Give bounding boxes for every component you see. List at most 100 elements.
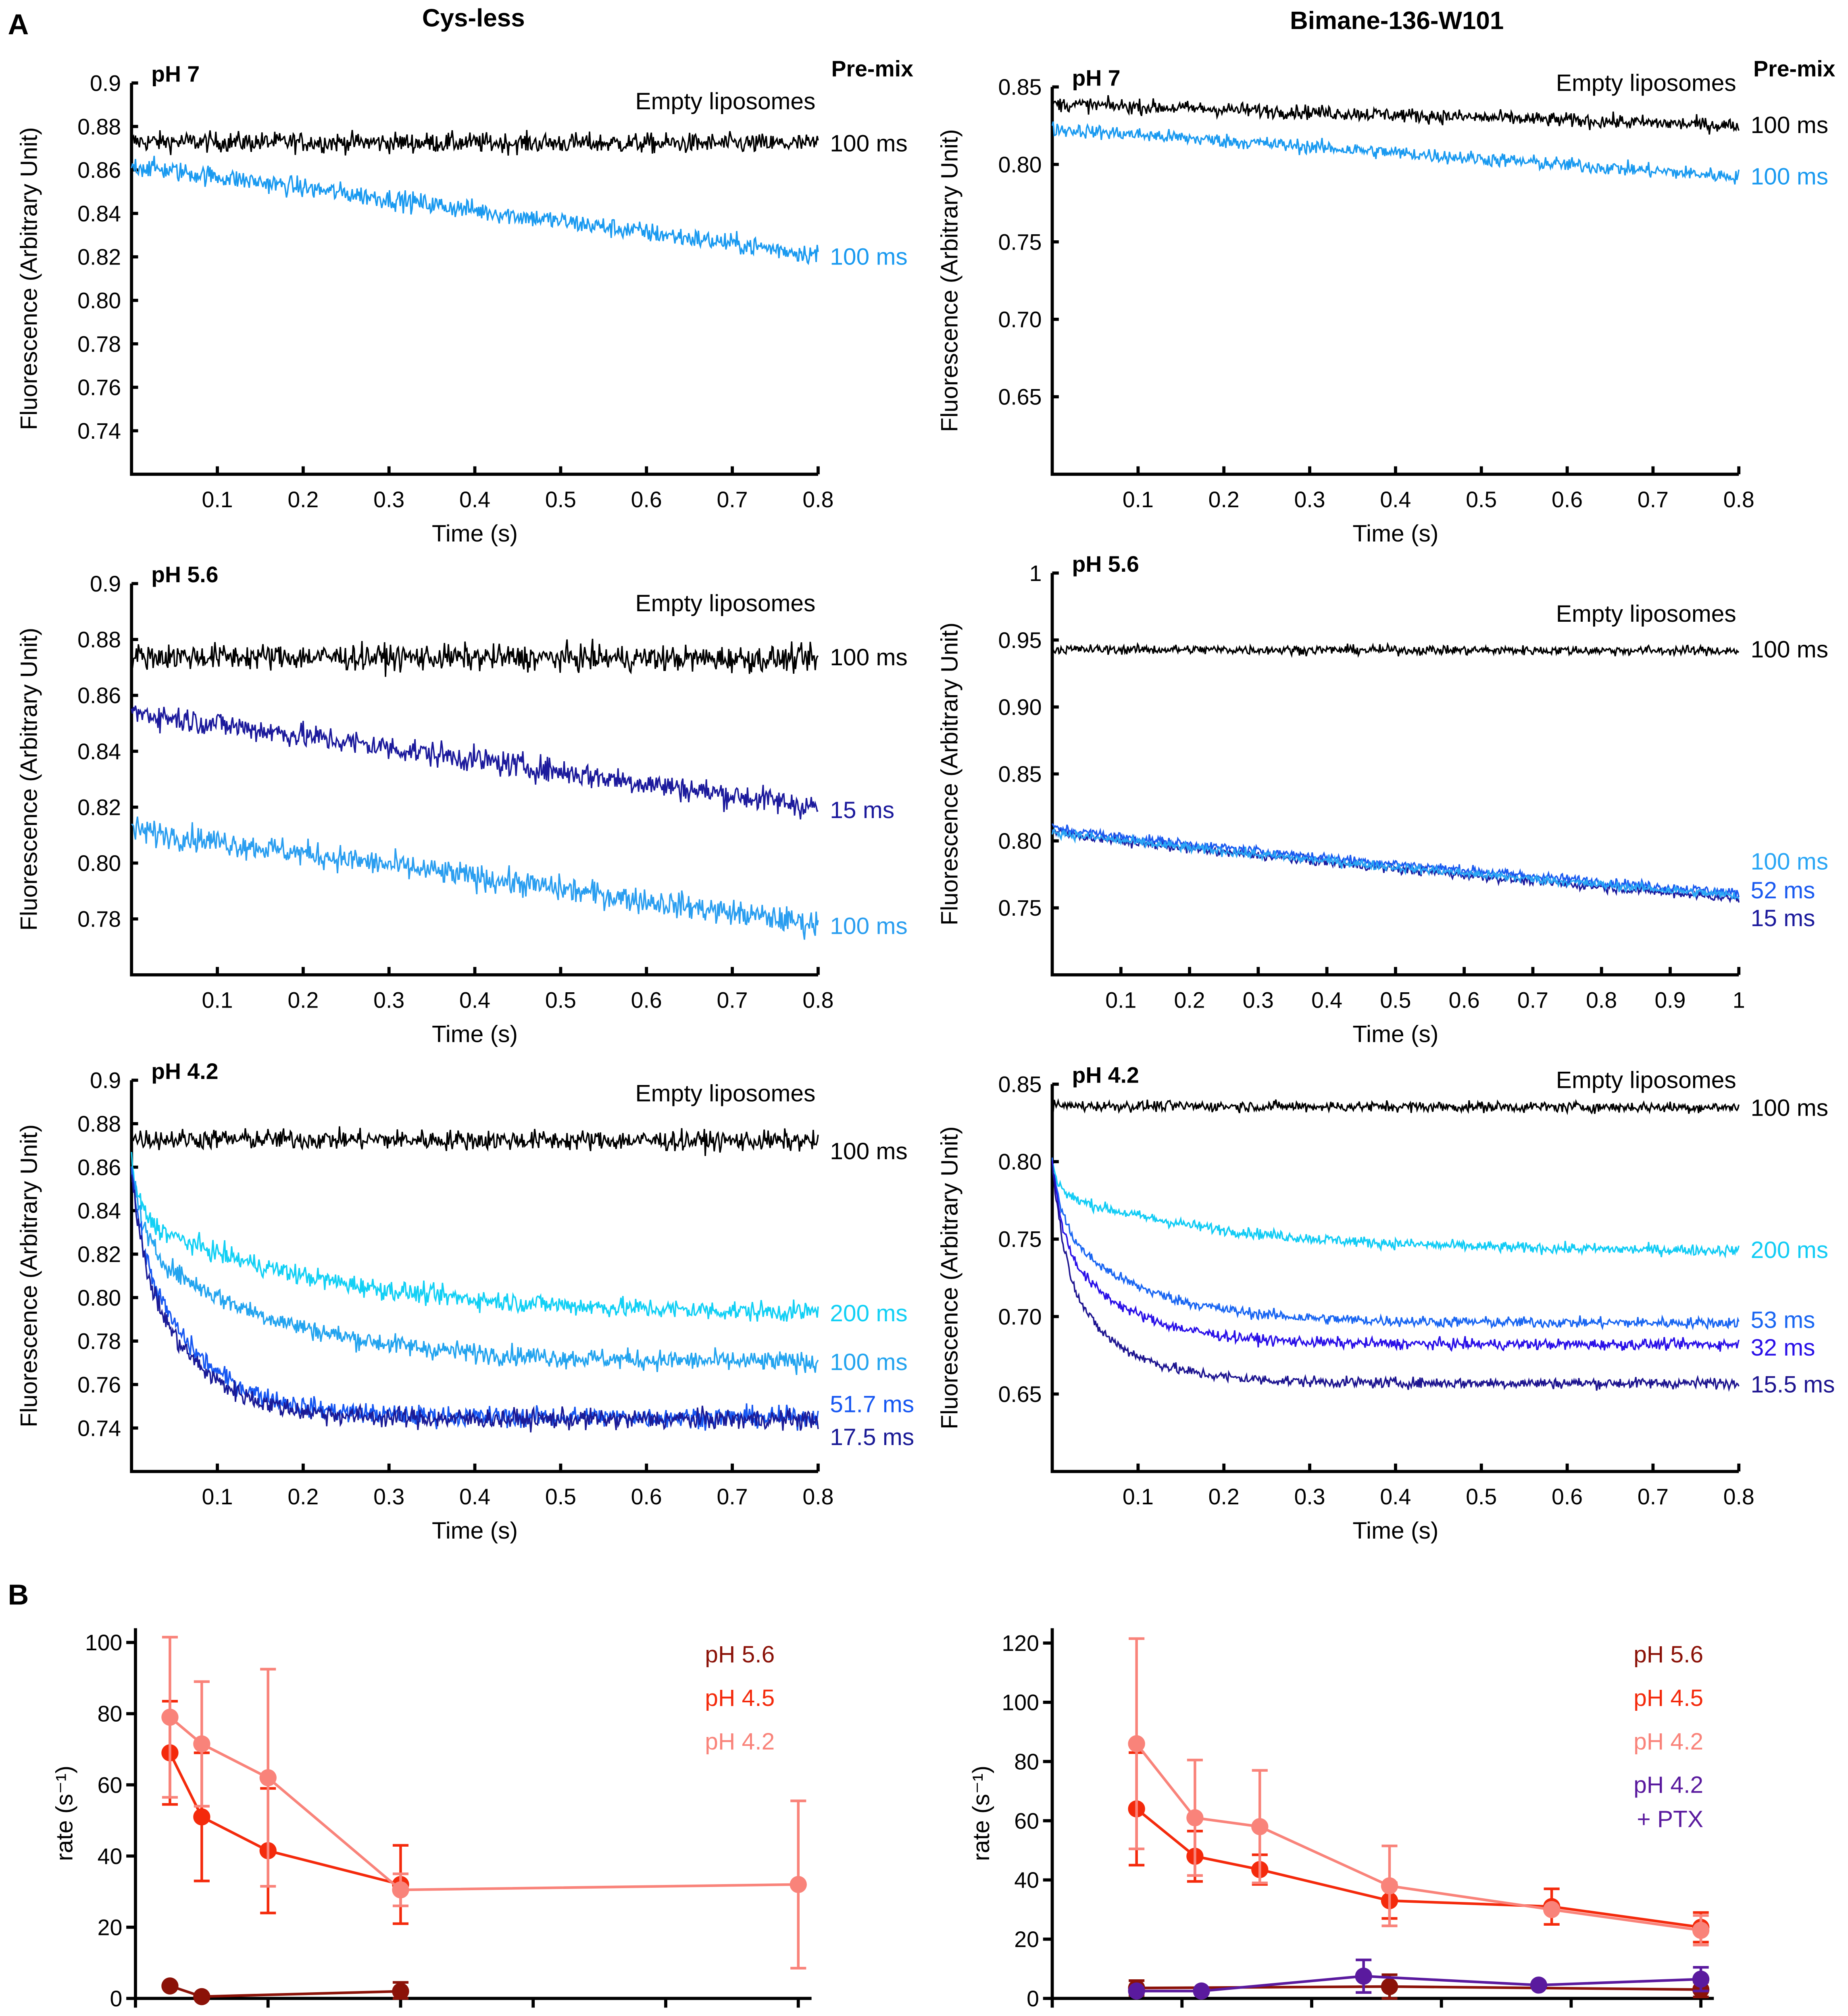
y-tick-label: 0.95 xyxy=(998,628,1042,653)
x-tick-label: 0 xyxy=(1046,2012,1058,2016)
y-tick-label: 0.78 xyxy=(77,331,121,356)
data-point xyxy=(1381,1877,1398,1895)
y-tick-label: 80 xyxy=(1014,1749,1039,1774)
x-axis-label: Time (s) xyxy=(1352,1518,1438,1544)
trace-100-ms xyxy=(131,816,819,940)
x-tick-label: 0.3 xyxy=(373,987,404,1012)
y-tick-label: 0.74 xyxy=(77,419,121,444)
trace-200-ms xyxy=(1052,1164,1740,1259)
y-tick-label: 0.80 xyxy=(998,1150,1042,1175)
x-tick-label: 1 xyxy=(1733,987,1745,1012)
series-label: 100 ms xyxy=(830,644,908,671)
y-tick-label: 0.88 xyxy=(77,114,121,139)
series-label: 100 ms xyxy=(830,244,908,270)
x-tick-label: 0.7 xyxy=(1638,1484,1669,1509)
annotation-empty-liposomes: Empty liposomes xyxy=(635,1080,815,1106)
legend-entry: + PTX xyxy=(1637,1806,1703,1833)
y-tick-label: 0.70 xyxy=(998,1304,1042,1329)
x-tick-label: 0.5 xyxy=(1466,1484,1497,1509)
legend-entry: pH 4.5 xyxy=(705,1685,775,1711)
series-label: 15 ms xyxy=(830,797,894,823)
y-axis-label: Fluorescence (Arbitrary Unit) xyxy=(16,127,42,430)
axis-lines xyxy=(1050,573,1739,977)
data-point xyxy=(193,1808,210,1826)
trace-100-ms xyxy=(1051,827,1740,900)
data-point xyxy=(1543,1901,1560,1918)
x-tick-label: 0.1 xyxy=(1123,1484,1154,1509)
x-tick-label: 100 xyxy=(1682,2012,1720,2016)
premix-header-right: Pre-mix xyxy=(1753,56,1835,81)
data-point xyxy=(259,1769,277,1787)
x-tick-label: 0.6 xyxy=(631,487,662,512)
y-tick-label: 0.78 xyxy=(77,1329,121,1354)
data-point xyxy=(1530,1976,1548,1994)
y-tick-label: 0.85 xyxy=(998,762,1042,787)
chart-A-bimane-ph7: 0.85 0.80 0.75 0.70 0.65 0.1 0.2 0.3 0.4 0.5 0.6 0.… xyxy=(937,65,1828,547)
y-tick-label: 0.75 xyxy=(998,896,1042,921)
trace-100-ms xyxy=(131,1126,819,1156)
y-tick-label: 0.74 xyxy=(77,1416,121,1441)
y-tick-label: 60 xyxy=(98,1772,123,1797)
y-axis-label: rate (s⁻¹) xyxy=(51,1766,77,1861)
y-axis-label: Fluorescence (Arbitrary Unit) xyxy=(16,628,42,931)
panel-title: pH 5.6 xyxy=(151,562,218,587)
data-point xyxy=(1128,1735,1145,1752)
series-label: 100 ms xyxy=(830,1138,908,1164)
column-title-cysless: Cys-less xyxy=(422,4,525,32)
y-tick-label: 40 xyxy=(1014,1868,1039,1893)
data-point xyxy=(1193,1982,1210,2000)
x-tick-label: 0.4 xyxy=(1311,987,1342,1012)
trace-32-ms xyxy=(1051,1160,1740,1352)
trace-100-ms xyxy=(1051,1098,1740,1115)
panel-title: pH 7 xyxy=(1072,65,1120,90)
x-tick-label: 0.4 xyxy=(1380,487,1411,512)
x-axis-label: Time (s) xyxy=(432,521,518,547)
annotation-empty-liposomes: Empty liposomes xyxy=(1556,1067,1736,1093)
y-tick-label: 0.65 xyxy=(998,385,1042,410)
y-tick-label: 0.80 xyxy=(77,1285,121,1310)
chart-B-cysless-rates: 020406080100050100150200250Pre-mix time … xyxy=(51,1628,817,2016)
y-tick-label: 0 xyxy=(1027,1986,1039,2011)
y-tick-label: 0.65 xyxy=(998,1382,1042,1407)
series-line xyxy=(1135,1808,1701,1929)
x-tick-label: 0.2 xyxy=(1174,987,1205,1012)
y-tick-label: 0.88 xyxy=(77,1112,121,1137)
x-tick-label: 50 xyxy=(256,2012,281,2016)
series-label: 51.7 ms xyxy=(830,1391,914,1417)
x-tick-label: 0.8 xyxy=(1586,987,1617,1012)
data-point xyxy=(161,1977,179,1995)
y-axis-label: Fluorescence (Arbitrary Unit) xyxy=(937,1126,963,1429)
series-line xyxy=(169,1716,798,1891)
series-label: 53 ms xyxy=(1751,1307,1815,1333)
legend-entry: pH 4.2 xyxy=(1633,1772,1703,1798)
axis-lines xyxy=(134,1628,812,2000)
x-tick-label: 0.2 xyxy=(288,487,319,512)
x-tick-label: 0.1 xyxy=(1123,487,1154,512)
trace-17.5-ms xyxy=(131,1174,819,1433)
panel-title: pH 4.2 xyxy=(1072,1063,1139,1088)
legend-entry: pH 4.2 xyxy=(1633,1729,1703,1755)
y-tick-label: 0.82 xyxy=(77,795,121,820)
panel-title: pH 5.6 xyxy=(1072,552,1139,577)
x-tick-label: 0.4 xyxy=(459,487,490,512)
trace-100-ms xyxy=(1051,95,1740,135)
data-point xyxy=(1186,1809,1204,1826)
x-tick-label: 0.3 xyxy=(1243,987,1274,1012)
y-tick-label: 20 xyxy=(98,1915,123,1940)
trace-15-ms xyxy=(1051,827,1740,904)
chart-A-bimane-ph56: 1 0.95 0.90 0.85 0.80 0.75 0.1 0.2 0.3 0.4 0.5 0.6 0… xyxy=(937,552,1828,1047)
series-label: 200 ms xyxy=(1751,1237,1829,1263)
y-tick-label: 0.82 xyxy=(77,245,121,270)
data-point xyxy=(790,1876,807,1893)
x-tick-label: 0.1 xyxy=(202,487,233,512)
x-tick-label: 0.4 xyxy=(1380,1484,1411,1509)
legend-entry: pH 4.5 xyxy=(1633,1685,1703,1711)
x-tick-label: 0.8 xyxy=(1723,487,1754,512)
y-tick-label: 0.86 xyxy=(77,158,121,183)
y-tick-label: 120 xyxy=(1002,1631,1039,1656)
y-tick-label: 0 xyxy=(110,1986,123,2011)
x-axis-label: Time (s) xyxy=(432,1021,518,1047)
x-tick-label: 0.3 xyxy=(1294,1484,1325,1509)
x-tick-label: 0.1 xyxy=(202,987,233,1012)
data-point xyxy=(1381,1978,1398,1995)
